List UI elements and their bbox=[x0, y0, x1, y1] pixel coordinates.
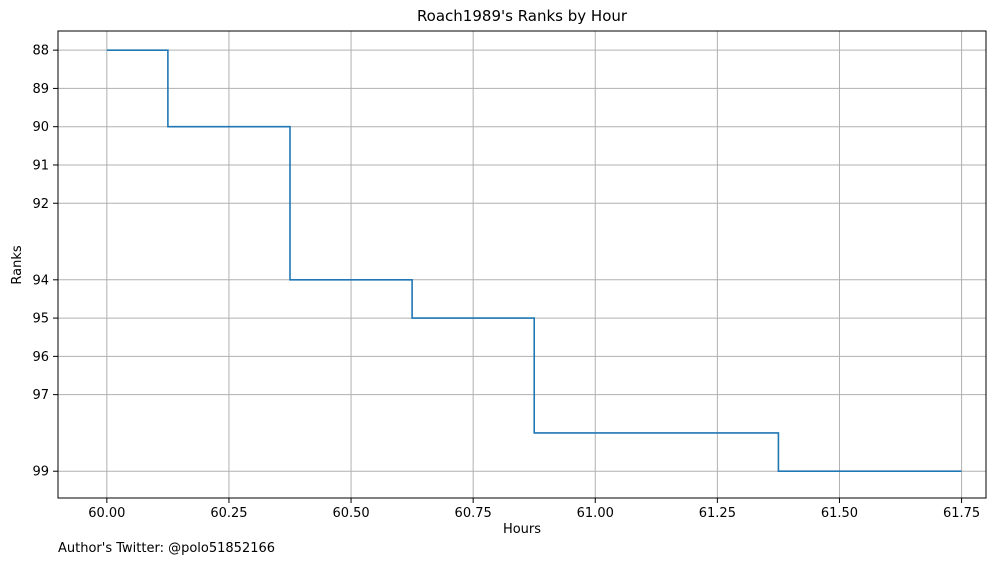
y-tick-label: 91 bbox=[32, 158, 49, 173]
author-twitter-note: Author's Twitter: @polo51852166 bbox=[58, 541, 275, 556]
y-tick-label: 97 bbox=[32, 388, 49, 403]
y-tick-label: 94 bbox=[32, 273, 49, 288]
x-tick-label: 61.00 bbox=[577, 506, 614, 521]
y-tick-label: 96 bbox=[32, 350, 49, 365]
x-tick-label: 60.25 bbox=[210, 506, 247, 521]
y-tick-label: 99 bbox=[32, 465, 49, 480]
chart-title: Roach1989's Ranks by Hour bbox=[417, 7, 628, 25]
y-tick-label: 90 bbox=[32, 120, 49, 135]
x-tick-label: 61.25 bbox=[699, 506, 736, 521]
axes-frame bbox=[57, 30, 987, 499]
y-axis-label: Ranks bbox=[10, 245, 25, 284]
y-tick-label: 89 bbox=[32, 82, 49, 97]
y-tick-label: 88 bbox=[32, 44, 49, 59]
x-tick-label: 60.00 bbox=[88, 506, 125, 521]
y-tick-label: 92 bbox=[32, 197, 49, 212]
y-tick-label: 95 bbox=[32, 312, 49, 327]
x-tick-label: 60.50 bbox=[332, 506, 369, 521]
plot-area bbox=[106, 49, 962, 473]
x-tick-label: 60.75 bbox=[455, 506, 492, 521]
x-tick-label: 61.75 bbox=[943, 506, 980, 521]
x-tick-label: 61.50 bbox=[821, 506, 858, 521]
ticks: 60.00 60.25 60.50 60.75 61.00 61.25 61.50 61.75… bbox=[32, 44, 980, 521]
rank-step-line bbox=[106, 49, 962, 473]
grid bbox=[58, 31, 986, 498]
x-axis-label: Hours bbox=[503, 522, 541, 537]
